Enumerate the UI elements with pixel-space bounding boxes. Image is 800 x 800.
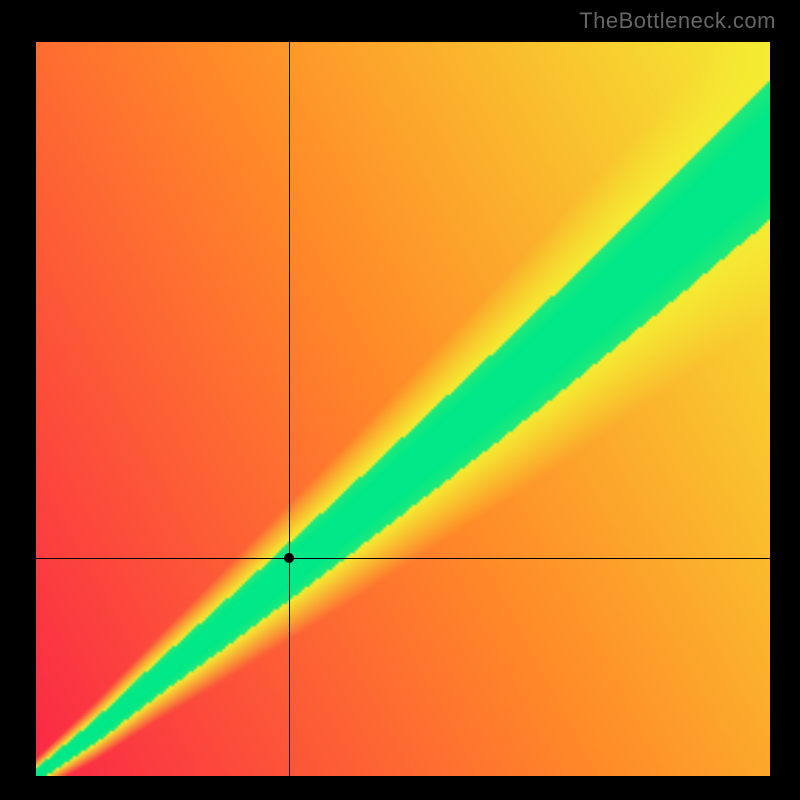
watermark-text: TheBottleneck.com — [579, 8, 776, 34]
crosshair-horizontal — [36, 558, 770, 559]
heatmap-plot — [36, 42, 770, 776]
marker-point — [284, 553, 294, 563]
heatmap-canvas — [36, 42, 770, 776]
crosshair-vertical — [289, 42, 290, 776]
